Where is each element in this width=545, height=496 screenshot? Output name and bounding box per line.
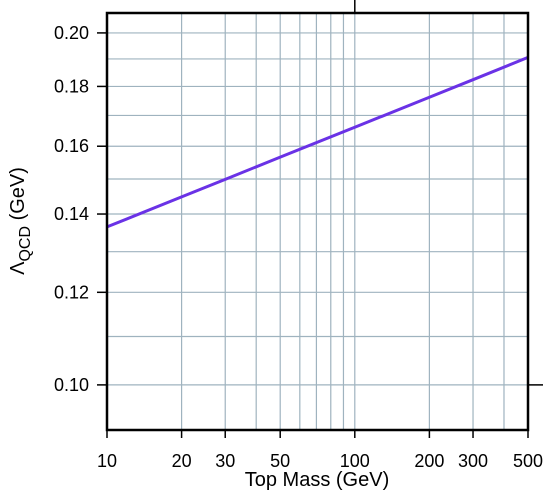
x-tick-label: 100 — [340, 451, 370, 471]
x-axis-label: Top Mass (GeV) — [245, 469, 389, 491]
tick-marks — [97, 0, 543, 438]
x-tick-label: 50 — [270, 451, 290, 471]
grid-lines — [106, 13, 529, 430]
y-tick-label: 0.14 — [54, 204, 89, 224]
series-line — [106, 55, 529, 229]
x-tick-label: 500 — [513, 451, 543, 471]
y-axis-label-subscript: QCD — [17, 226, 34, 262]
x-tick-label: 10 — [97, 451, 117, 471]
y-axis-label-symbol: Λ — [7, 261, 29, 275]
y-tick-label: 0.10 — [54, 375, 89, 395]
y-tick-label: 0.16 — [54, 136, 89, 156]
y-tick-label: 0.18 — [54, 76, 89, 96]
series-layer — [106, 55, 529, 229]
y-tick-label: 0.20 — [54, 23, 89, 43]
x-tick-label: 300 — [458, 451, 488, 471]
x-tick-label: 30 — [215, 451, 235, 471]
plot-frame — [105, 11, 530, 432]
x-tick-label: 200 — [414, 451, 444, 471]
x-tick-label: 20 — [172, 451, 192, 471]
y-axis-label-unit: (GeV) — [7, 167, 29, 226]
y-tick-label: 0.12 — [54, 282, 89, 302]
y-axis-label: ΛQCD (GeV) — [7, 167, 34, 275]
tick-labels: 0.10 0.12 0.14 0.16 0.18 0.20 10 20 30 50 100 200 30… — [54, 23, 543, 471]
